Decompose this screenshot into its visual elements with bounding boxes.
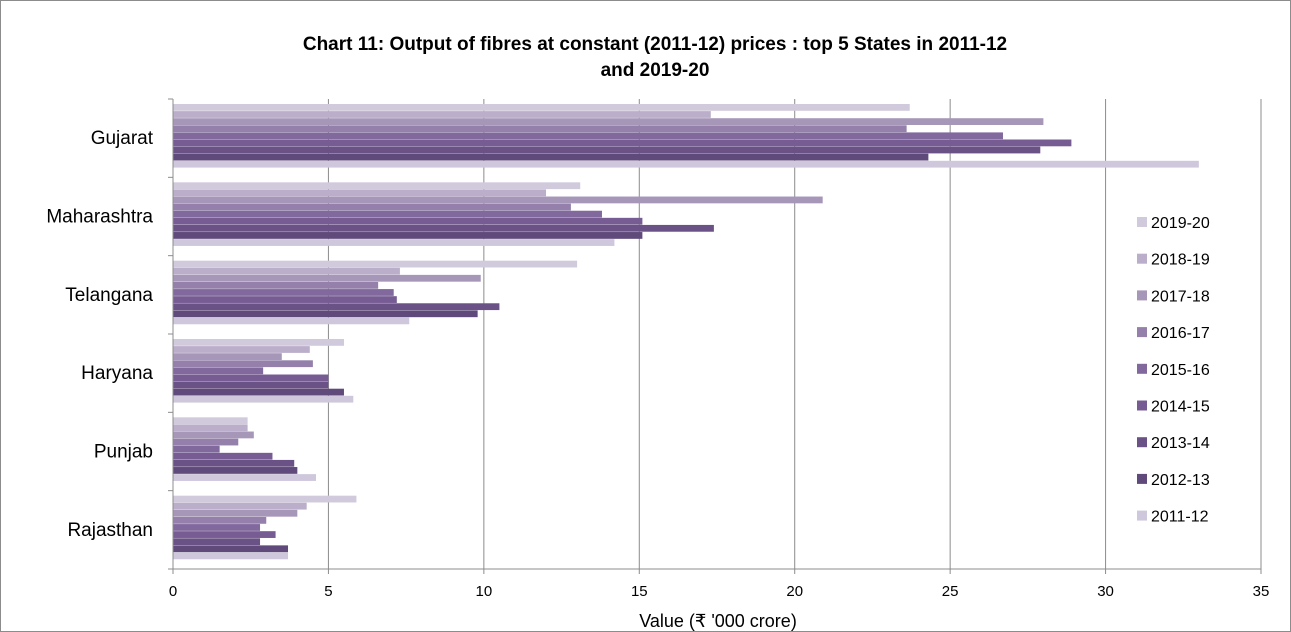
bar bbox=[173, 388, 344, 396]
category-labels: Gujarat Maharashtra Telangana Haryana Punjab… bbox=[46, 128, 153, 541]
bar bbox=[173, 146, 1041, 154]
bar bbox=[173, 289, 394, 296]
bar bbox=[173, 125, 907, 133]
category-label: Telangana bbox=[65, 285, 153, 306]
category-label: Punjab bbox=[94, 442, 153, 463]
bar bbox=[173, 153, 929, 161]
x-tick-label: 35 bbox=[1253, 583, 1270, 600]
legend-label: 2017-18 bbox=[1151, 288, 1210, 305]
bar bbox=[173, 374, 329, 382]
bar bbox=[173, 545, 289, 553]
bar bbox=[173, 160, 1199, 168]
bar bbox=[173, 431, 254, 439]
bar bbox=[173, 346, 310, 353]
legend: 2019-20 2018-19 2017-18 2016-17 2015-16 2014-… bbox=[1137, 215, 1210, 526]
category-label: Maharashtra bbox=[46, 207, 153, 228]
legend-swatch bbox=[1137, 217, 1147, 227]
bar bbox=[173, 395, 354, 403]
bar bbox=[173, 196, 823, 204]
legend-swatch bbox=[1137, 473, 1147, 484]
bar bbox=[173, 182, 581, 190]
x-tick-labels: 0 5 10 15 20 25 30 35 bbox=[169, 583, 1270, 600]
bar bbox=[173, 502, 307, 510]
bar bbox=[173, 516, 267, 524]
bar bbox=[173, 452, 273, 460]
bar bbox=[173, 303, 500, 311]
legend-swatch bbox=[1137, 437, 1147, 448]
bar bbox=[173, 367, 264, 375]
bar bbox=[173, 189, 547, 197]
legend-label: 2018-19 bbox=[1151, 252, 1210, 269]
bar bbox=[173, 531, 276, 538]
x-tick-label: 30 bbox=[1097, 583, 1114, 600]
bar bbox=[173, 509, 298, 517]
axes-group bbox=[168, 98, 1262, 574]
x-tick-label: 15 bbox=[631, 583, 648, 600]
gridlines bbox=[327, 99, 1262, 569]
legend-label: 2014-15 bbox=[1151, 399, 1210, 416]
bar bbox=[173, 210, 602, 218]
bar bbox=[173, 495, 357, 503]
bar bbox=[173, 538, 261, 546]
legend-swatch bbox=[1137, 290, 1147, 301]
bar bbox=[173, 467, 298, 474]
bar bbox=[173, 381, 329, 389]
legend-swatch bbox=[1137, 253, 1147, 264]
bar bbox=[173, 524, 261, 531]
x-tick-label: 25 bbox=[942, 583, 959, 600]
bar bbox=[173, 552, 289, 560]
legend-swatch bbox=[1137, 327, 1147, 338]
bar bbox=[173, 360, 313, 368]
bar bbox=[173, 118, 1044, 125]
legend-label: 2012-13 bbox=[1151, 472, 1210, 489]
x-axis-title: Value (₹ '000 crore) bbox=[639, 611, 797, 631]
bar bbox=[173, 203, 571, 211]
bar bbox=[173, 217, 643, 225]
bars-group bbox=[173, 104, 1199, 560]
x-tick-label: 0 bbox=[169, 583, 177, 600]
legend-label: 2011-12 bbox=[1151, 509, 1209, 526]
bar bbox=[173, 260, 578, 268]
bar bbox=[173, 274, 481, 282]
bar bbox=[173, 317, 410, 325]
bar bbox=[173, 353, 282, 360]
legend-swatch bbox=[1137, 363, 1147, 374]
bar bbox=[173, 267, 400, 275]
x-tick-label: 20 bbox=[786, 583, 803, 600]
bar bbox=[173, 339, 344, 346]
category-label: Rajasthan bbox=[67, 520, 153, 541]
legend-label: 2013-14 bbox=[1151, 435, 1210, 452]
bar bbox=[173, 232, 643, 239]
legend-swatch bbox=[1137, 400, 1147, 411]
legend-label: 2016-17 bbox=[1151, 325, 1210, 342]
bar bbox=[173, 296, 397, 303]
bar bbox=[173, 459, 295, 467]
bar bbox=[173, 132, 1003, 140]
chart-title-line2: and 2019-20 bbox=[601, 60, 710, 81]
bar bbox=[173, 424, 248, 432]
legend-label: 2015-16 bbox=[1151, 362, 1210, 379]
category-label: Haryana bbox=[81, 363, 153, 384]
bar bbox=[173, 310, 478, 318]
category-label: Gujarat bbox=[91, 128, 154, 149]
chart-title-line1: Chart 11: Output of fibres at constant (… bbox=[303, 34, 1007, 55]
x-tick-label: 10 bbox=[476, 583, 493, 600]
bar bbox=[173, 474, 316, 481]
bar bbox=[173, 224, 714, 232]
bar bbox=[173, 417, 248, 425]
legend-swatch bbox=[1137, 510, 1147, 521]
x-tick-label: 5 bbox=[324, 583, 332, 600]
bar bbox=[173, 104, 910, 111]
bar bbox=[173, 281, 379, 289]
bar bbox=[173, 445, 220, 453]
legend-label: 2019-20 bbox=[1151, 215, 1210, 232]
bar bbox=[173, 139, 1072, 147]
bar bbox=[173, 111, 711, 118]
bar bbox=[173, 239, 615, 246]
bar bbox=[173, 438, 239, 446]
